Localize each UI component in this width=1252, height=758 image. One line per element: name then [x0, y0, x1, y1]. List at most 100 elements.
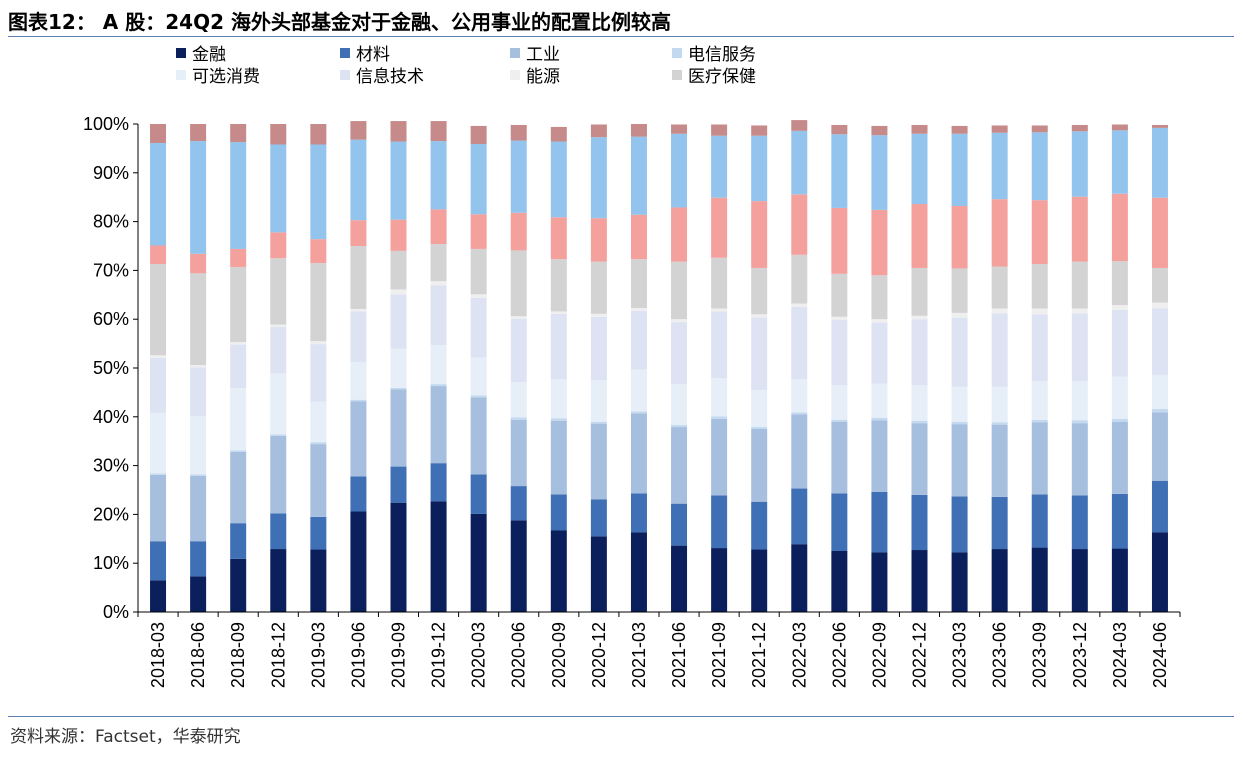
bar-segment: [390, 250, 407, 290]
bar-segment: [430, 141, 447, 210]
bar-segment: [350, 139, 367, 221]
bar-segment: [711, 548, 728, 612]
bar-segment: [1151, 197, 1168, 268]
bar-segment: [190, 416, 207, 475]
bar-segment: [1111, 376, 1128, 419]
bar-segment: [751, 549, 768, 612]
legend-swatch: [340, 47, 350, 58]
y-tick-label: 70%: [93, 260, 129, 280]
y-tick-label: 20%: [93, 504, 129, 524]
bar-segment: [831, 319, 848, 386]
x-tick-label: 2018-12: [268, 622, 288, 688]
bar-segment: [510, 382, 527, 418]
bar-segment: [831, 124, 848, 135]
bar-segment: [871, 417, 888, 421]
bar-segment: [1071, 313, 1088, 382]
bar-segment: [390, 388, 407, 390]
bar-segment: [310, 549, 327, 612]
x-tick-label: 2021-09: [709, 622, 729, 688]
bar-segment: [390, 219, 407, 251]
bar-segment: [991, 424, 1008, 497]
bar-segment: [871, 491, 888, 553]
bar-segment: [671, 545, 688, 612]
bar-segment: [951, 133, 968, 206]
chart-title: 图表12： A 股：24Q2 海外头部基金对于金融、公用事业的配置比例较高: [8, 10, 671, 34]
bar-segment: [711, 124, 728, 136]
bar-segment: [510, 417, 527, 420]
bar-segment: [590, 380, 607, 422]
bar-segment: [791, 379, 808, 413]
bar-segment: [630, 411, 647, 414]
x-tick-label: 2021-03: [629, 622, 649, 688]
bar-segment: [791, 254, 808, 304]
bar-segment: [550, 311, 567, 314]
bar-segment: [230, 266, 247, 343]
bar-segment: [1111, 493, 1128, 549]
legend-item-energy: 能源: [510, 62, 560, 87]
bar-segment: [671, 207, 688, 262]
bar-segment: [350, 511, 367, 612]
bar-segment: [430, 285, 447, 346]
x-tick-label: 2020-03: [469, 622, 489, 688]
bar-segment: [831, 385, 848, 420]
bar-segment: [230, 248, 247, 267]
bar-segment: [590, 536, 607, 612]
bar-segment: [510, 520, 527, 612]
bar-segment: [951, 205, 968, 269]
stacked-bar-chart: 0% 10% 20% 30% 40% 50% 60% 70% 80% 90% 100% 2018-03…: [83, 114, 1181, 688]
bar-segment: [831, 134, 848, 208]
bar-segment: [951, 421, 968, 425]
bar-segment: [430, 501, 447, 612]
bar-segment: [630, 310, 647, 370]
bar-segment: [1151, 302, 1168, 309]
bar-segment: [430, 463, 447, 502]
legend-label: 工业: [526, 45, 560, 65]
legend-item-industrials: 工业: [510, 40, 560, 65]
bar-segment: [550, 418, 567, 421]
bar-segment: [791, 303, 808, 307]
bar-segment: [190, 273, 207, 366]
bar-segment: [911, 423, 928, 495]
title-divider: [8, 36, 1234, 37]
bar-segment: [711, 378, 728, 417]
bar-segment: [150, 245, 167, 265]
bar-segment: [150, 474, 167, 542]
legend-label: 金融: [192, 45, 226, 65]
x-tick-label: 2019-12: [429, 622, 449, 688]
bar-segment: [991, 132, 1008, 200]
bar-segment: [430, 121, 447, 142]
bar-segment: [470, 297, 487, 358]
bar-segment: [1151, 374, 1168, 409]
bar-segment: [991, 199, 1008, 267]
bar-segment: [190, 474, 207, 476]
bar-segment: [190, 124, 207, 142]
x-tick-label: 2020-12: [589, 622, 609, 688]
x-tick-label: 2021-06: [669, 622, 689, 688]
bar-segment: [470, 395, 487, 398]
x-tick-label: 2018-03: [148, 622, 168, 688]
bar-segment: [310, 442, 327, 445]
bar-segment: [550, 494, 567, 531]
x-tick-label: 2022-12: [910, 622, 930, 688]
bar-segment: [751, 125, 768, 136]
x-tick-label: 2019-03: [308, 622, 328, 688]
bar-segment: [550, 141, 567, 218]
bar-segment: [310, 344, 327, 402]
bar-segment: [791, 414, 808, 489]
bar-segment: [350, 308, 367, 312]
bar-segment: [671, 503, 688, 546]
bar-segment: [150, 580, 167, 612]
bar-segment: [1031, 264, 1048, 309]
bar-segment: [150, 357, 167, 413]
bar-segment: [390, 348, 407, 389]
bar-segment: [350, 311, 367, 363]
bar-segment: [230, 124, 247, 143]
x-tick-label: 2023-12: [1070, 622, 1090, 688]
bar-segment: [270, 434, 287, 436]
bar-segment: [350, 362, 367, 400]
bar-segment: [711, 495, 728, 549]
bar-segment: [470, 357, 487, 396]
bar-segment: [270, 144, 287, 233]
bar-segment: [590, 218, 607, 262]
bar-segment: [230, 388, 247, 451]
